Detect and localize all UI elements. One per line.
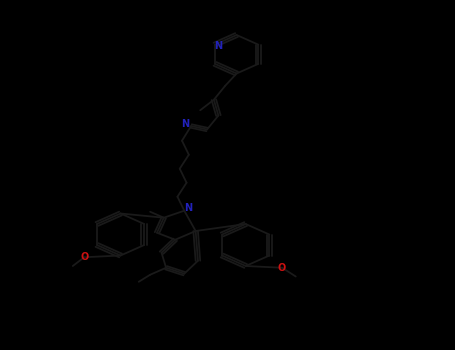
- Text: O: O: [278, 263, 286, 273]
- Text: N: N: [214, 41, 222, 51]
- Text: N: N: [184, 203, 192, 213]
- Text: O: O: [80, 252, 88, 262]
- Text: N: N: [182, 119, 190, 129]
